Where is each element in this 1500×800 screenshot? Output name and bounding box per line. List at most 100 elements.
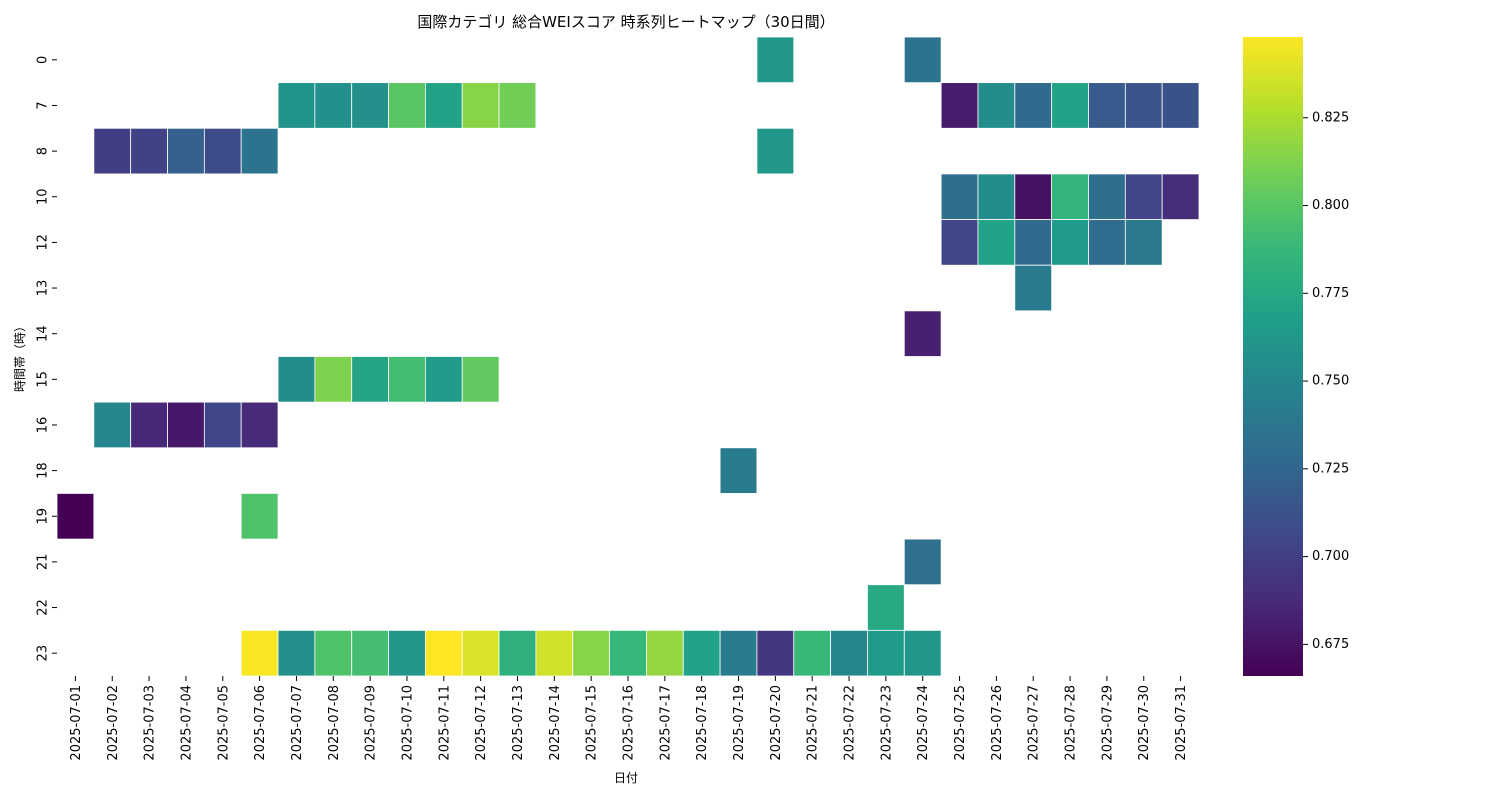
heatmap-cell [93,401,132,449]
x-tick-label: 2025-07-12 [474,685,489,761]
heatmap-cell [756,127,795,175]
x-tick-label: 2025-07-13 [511,685,526,761]
x-tick-label: 2025-07-20 [769,685,784,761]
heatmap-cell [498,82,537,129]
x-tick-label: 2025-07-22 [843,685,858,761]
x-tick-label: 2025-07-03 [143,685,158,761]
heatmap-cell [240,127,279,175]
heatmap-cells [56,36,1200,677]
heatmap-cell [424,356,463,403]
heatmap-cell [1014,82,1053,129]
heatmap-cell [1088,173,1126,220]
heatmap-cell [977,173,1016,220]
x-tick-label: 2025-07-06 [253,685,268,761]
x-tick-label: 2025-07-15 [585,685,600,761]
x-tick-label: 2025-07-09 [364,685,379,761]
x-tick-label: 2025-07-27 [1027,685,1042,761]
heatmap-cell [977,82,1016,129]
heatmap-cell [351,356,389,403]
heatmap-cell [903,538,942,586]
x-tick-label: 2025-07-17 [658,685,673,761]
colorbar-tick-label: 0.700 [1312,549,1349,564]
heatmap-cell [351,82,389,129]
heatmap-cell [203,127,242,175]
x-tick-label: 2025-07-28 [1064,685,1079,761]
heatmap-cell [977,219,1016,266]
y-tick-label: 16 [36,417,51,434]
heatmap-cell [461,82,500,129]
y-tick-label: 22 [36,599,51,616]
y-tick-label: 8 [36,147,51,155]
x-tick-label: 2025-07-05 [216,685,231,761]
x-tick-label: 2025-07-08 [327,685,342,761]
x-tick-label: 2025-07-31 [1174,685,1189,761]
y-tick-label: 10 [36,188,51,205]
colorbar-tick-label: 0.675 [1312,637,1349,652]
heatmap-cell [572,629,610,677]
heatmap-cell [903,310,942,357]
heatmap-cell [719,447,758,494]
x-tick-label: 2025-07-10 [400,685,415,761]
y-tick-label: 7 [36,101,51,109]
heatmap-cell [1014,173,1053,220]
heatmap-cell [609,629,647,677]
heatmap-cell [940,82,979,129]
x-tick-label: 2025-07-30 [1137,685,1152,761]
y-axis-ticks: 0 7 8 10 12 13 14 15 16 18 19 21 22 23 [36,56,57,661]
x-tick-label: 2025-07-25 [953,685,968,761]
x-tick-label: 2025-07-07 [290,685,305,761]
heatmap-cell [756,36,795,84]
heatmap-cell [461,356,500,403]
heatmap-cell [277,82,316,129]
heatmap-cell [1124,173,1163,220]
heatmap-cell [867,629,905,677]
heatmap-cell [682,629,721,677]
heatmap-cell [498,629,537,677]
heatmap-cell [1014,264,1053,312]
y-tick-label: 15 [36,371,51,388]
x-tick-label: 2025-07-19 [732,685,747,761]
y-tick-label: 12 [36,234,51,251]
colorbar-tick-label: 0.750 [1312,374,1349,389]
x-axis-label: 日付 [614,771,638,785]
heatmap-cell [56,493,95,540]
heatmap-cell [277,356,316,403]
colorbar-tick-label: 0.825 [1312,110,1349,125]
heatmap-cell [646,629,684,677]
heatmap-cell [1124,219,1163,266]
heatmap-cell [903,36,942,84]
heatmap-cell [240,629,279,677]
heatmap-cell [130,401,168,449]
x-tick-label: 2025-07-01 [69,685,84,761]
heatmap-cell [388,356,426,403]
heatmap-cell [1124,82,1163,129]
x-tick-label: 2025-07-23 [879,685,894,761]
heatmap-cell [1051,82,1089,129]
heatmap-cell [388,82,426,129]
heatmap-cell [867,584,905,631]
heatmap-cell [314,82,353,129]
heatmap-cell [793,629,832,677]
chart-title: 国際カテゴリ 総合WEIスコア 時系列ヒートマップ（30日間） [417,13,834,31]
y-tick-label: 14 [36,325,51,342]
heatmap-cell [940,219,979,266]
heatmap-cell [93,127,132,175]
colorbar: 0.675 0.700 0.725 0.750 0.775 0.800 0.825 [1243,37,1349,676]
x-tick-label: 2025-07-29 [1100,685,1115,761]
colorbar-ticks: 0.675 0.700 0.725 0.750 0.775 0.800 0.825 [1303,110,1349,652]
heatmap-cell [314,629,353,677]
x-tick-label: 2025-07-11 [437,685,452,761]
y-axis-label: 時間帯（時） [13,320,27,392]
heatmap-cell [240,493,279,540]
heatmap-cell [535,629,574,677]
x-tick-label: 2025-07-04 [179,685,194,761]
heatmap-cell [903,629,942,677]
x-tick-label: 2025-07-14 [548,685,563,761]
y-tick-label: 19 [36,508,51,525]
y-tick-label: 0 [36,56,51,64]
heatmap-cell [1161,82,1200,129]
heatmap-cell [314,356,353,403]
heatmap-cell [1161,173,1200,220]
colorbar-gradient [1243,37,1303,676]
